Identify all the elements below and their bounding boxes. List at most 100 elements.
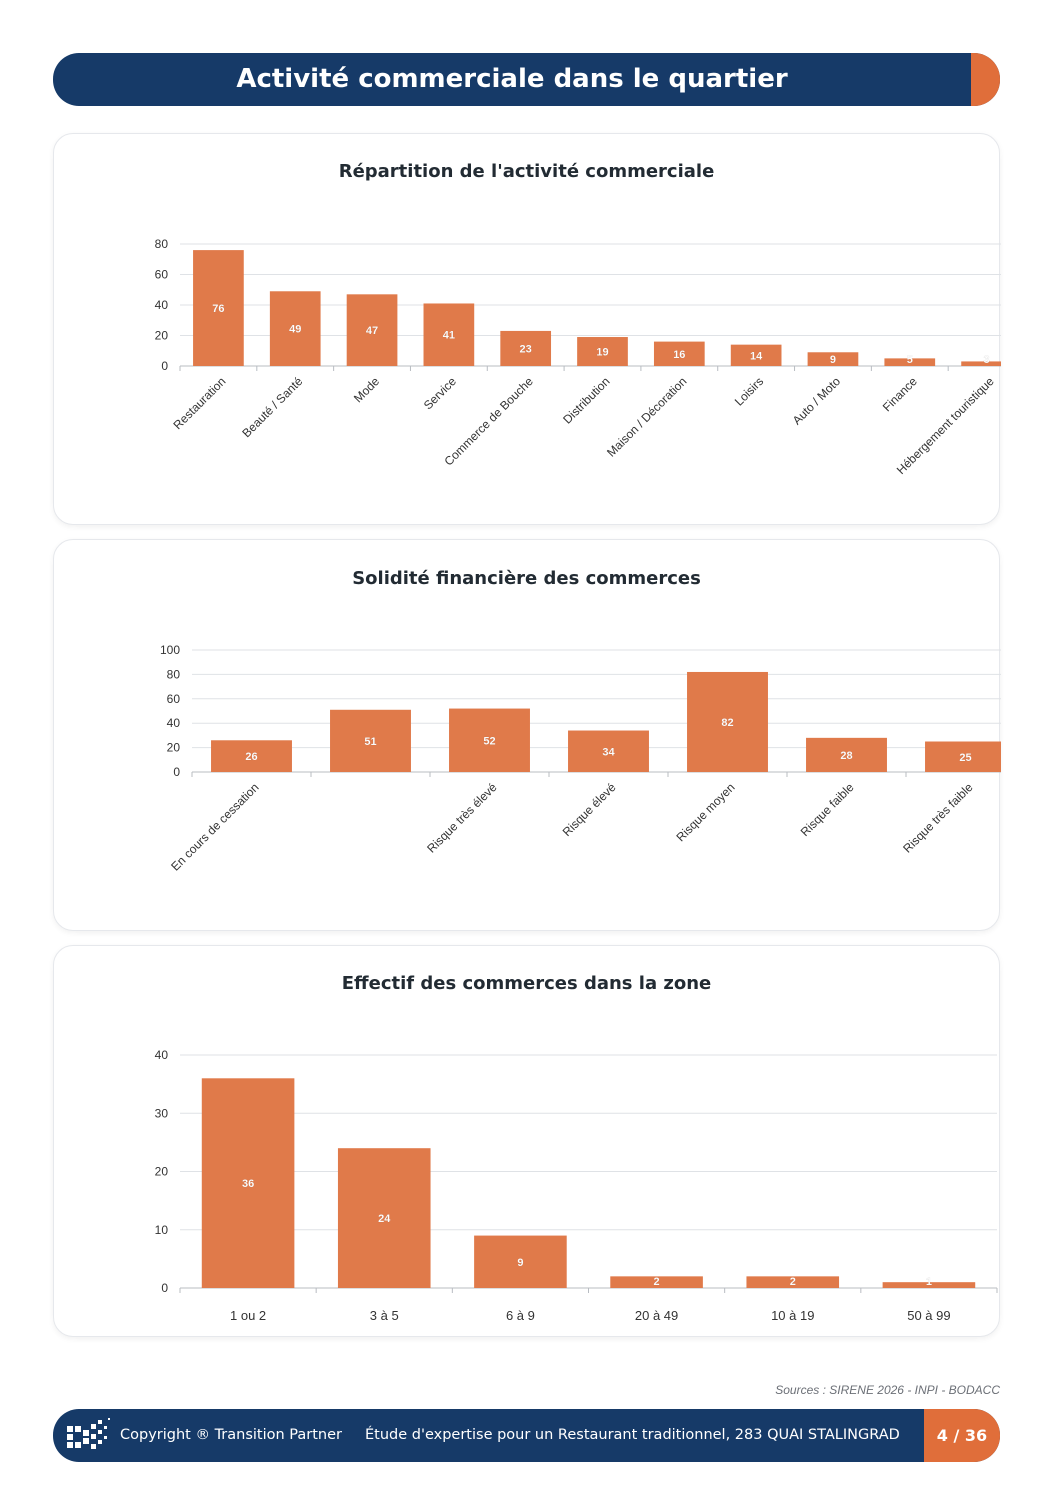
data-label: 52 (483, 735, 495, 747)
bar (337, 1148, 431, 1288)
chart-card-activity: Répartition de l'activité commerciale 0 2… (53, 133, 1001, 525)
data-label: 76 (212, 303, 224, 315)
sources-note: Sources : SIRENE 2026 - INPI - BODACC (775, 1383, 1000, 1397)
x-category-label: Distribution (560, 374, 612, 426)
y-tick-label: 60 (155, 268, 169, 282)
bar (807, 352, 859, 366)
y-tick-label: 20 (155, 329, 169, 343)
bar (474, 1235, 567, 1288)
data-label: 24 (378, 1213, 391, 1225)
data-label: 2 (790, 1276, 796, 1288)
y-tick-label: 10 (155, 1223, 169, 1237)
x-category-label: Restauration (171, 374, 229, 432)
x-category-label: Service (421, 374, 459, 412)
chart-financial: 0 20 40 60 80 100 26 En cours de cessation 51 52 R… (160, 643, 1001, 874)
data-label: 14 (750, 350, 763, 362)
data-label: 1 (926, 1276, 932, 1288)
bar (500, 330, 552, 366)
data-label: 5 (907, 354, 913, 366)
data-label: 19 (596, 347, 608, 359)
x-category-label: Finance (880, 374, 920, 414)
data-label: 36 (242, 1178, 254, 1190)
y-tick-label: 20 (155, 1165, 169, 1179)
data-label: 28 (840, 750, 852, 762)
bar (806, 737, 887, 772)
x-category-label: Loisirs (732, 374, 766, 408)
x-category-label: 20 à 49 (635, 1308, 678, 1323)
x-category-label: Beauté / Santé (239, 374, 305, 440)
chart-title-financial: Solidité financière des commerces (352, 568, 701, 589)
bar (961, 361, 1001, 366)
data-label: 23 (520, 343, 532, 355)
page-footer: Copyright ® Transition Partner Étude d'e… (53, 1409, 1000, 1462)
chart-card-staff: Effectif des commerces dans la zone 0 10 2… (53, 945, 1000, 1337)
footer-copyright: Copyright ® Transition Partner (120, 1427, 342, 1443)
data-label: 9 (830, 354, 836, 366)
data-label: 34 (602, 746, 615, 758)
x-category-label: Risque élevé (560, 780, 619, 839)
page-title: Activité commerciale dans le quartier (236, 64, 788, 94)
y-tick-label: 80 (155, 237, 169, 251)
x-category-label: Maison / Décoration (604, 374, 689, 459)
x-category-label: Mode (351, 374, 382, 405)
bar (730, 344, 782, 366)
x-category-label: 10 à 19 (771, 1308, 814, 1323)
x-category-label: Risque très élevé (424, 780, 500, 856)
data-label: 41 (443, 330, 455, 342)
bar (211, 740, 292, 772)
bar (201, 1078, 295, 1288)
chart-card-financial: Solidité financière des commerces 0 20 40 6… (53, 539, 1001, 931)
data-label: 26 (245, 751, 257, 763)
bar (925, 741, 1001, 772)
header-accent (971, 53, 1000, 106)
data-label: 25 (959, 752, 971, 764)
bar (449, 708, 530, 772)
data-label: 9 (517, 1257, 523, 1269)
data-label: 49 (289, 324, 301, 336)
bar (882, 1282, 976, 1288)
bar (746, 1276, 840, 1288)
bar (653, 341, 705, 366)
bar (884, 358, 936, 366)
y-tick-label: 0 (161, 359, 168, 373)
bar (610, 1276, 703, 1288)
data-label: 16 (673, 349, 685, 361)
y-tick-label: 60 (167, 692, 181, 706)
company-logo-icon (67, 1418, 110, 1449)
data-label: 47 (366, 325, 378, 337)
footer-study-title: Étude d'expertise pour un Restaurant tra… (365, 1427, 900, 1443)
bar (269, 291, 321, 366)
y-tick-label: 30 (155, 1106, 169, 1120)
data-label: 2 (654, 1276, 660, 1288)
y-tick-label: 20 (167, 741, 181, 755)
x-category-label: Auto / Moto (790, 374, 844, 428)
chart-title-staff: Effectif des commerces dans la zone (341, 973, 712, 994)
bar (568, 730, 649, 772)
bar (193, 250, 244, 366)
data-label: 51 (364, 736, 376, 748)
data-label: 3 (984, 354, 990, 366)
x-category-label: 1 ou 2 (230, 1308, 266, 1323)
x-category-label: 3 à 5 (370, 1308, 399, 1323)
chart-title-activity: Répartition de l'activité commerciale (338, 161, 715, 182)
x-category-label: En cours de cessation (168, 780, 261, 873)
x-category-label: Risque faible (798, 780, 857, 839)
y-tick-label: 40 (155, 298, 169, 312)
x-category-label: Commerce de Bouche (441, 374, 536, 469)
bar (423, 303, 475, 366)
bar (687, 671, 768, 772)
data-label: 82 (721, 717, 733, 729)
chart-activity: 0 20 40 60 80 76 Restauration 49 Beauté / Santé 4… (155, 237, 1001, 477)
y-tick-label: 80 (167, 667, 181, 681)
y-tick-label: 100 (160, 643, 180, 657)
bar (330, 709, 411, 772)
chart-staff: 0 10 20 30 40 36 1 ou 2 24 3 à 5 9 6 à 9 2 20 à 49 2 1… (155, 1048, 998, 1323)
page-number: 4 / 36 (924, 1409, 1000, 1462)
y-tick-label: 0 (173, 765, 180, 779)
bar (577, 337, 628, 366)
y-tick-label: 40 (155, 1048, 169, 1062)
y-tick-label: 40 (167, 716, 181, 730)
x-category-label: Risque très faible (900, 780, 976, 856)
bar (346, 294, 398, 366)
x-category-label: 6 à 9 (506, 1308, 535, 1323)
